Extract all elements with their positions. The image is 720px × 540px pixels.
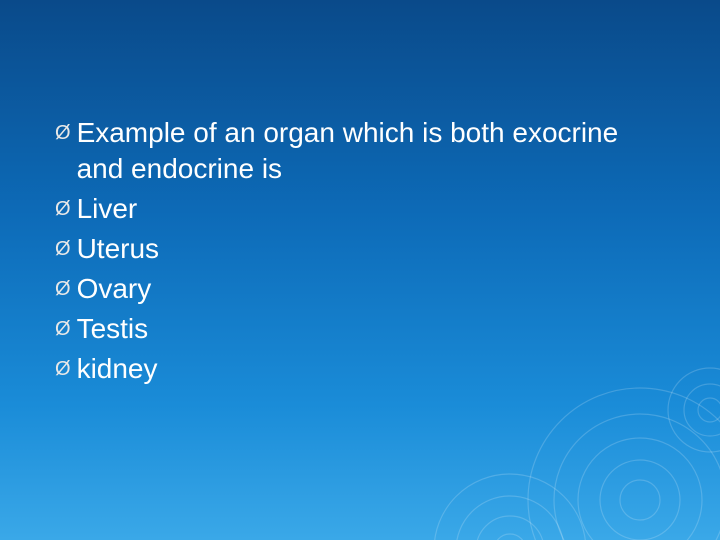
- bullet-icon: Ø: [55, 351, 71, 387]
- bullet-text: Testis: [77, 311, 149, 347]
- bullet-text: Liver: [77, 191, 138, 227]
- bullet-icon: Ø: [55, 191, 71, 227]
- list-item: Ø Ovary: [55, 271, 660, 307]
- bullet-icon: Ø: [55, 271, 71, 307]
- bullet-icon: Ø: [55, 311, 71, 347]
- list-item: Ø Example of an organ which is both exoc…: [55, 115, 660, 187]
- bullet-text: kidney: [77, 351, 158, 387]
- list-item: Ø Liver: [55, 191, 660, 227]
- bullet-text: Ovary: [77, 271, 152, 307]
- bullet-icon: Ø: [55, 115, 71, 151]
- bullet-icon: Ø: [55, 231, 71, 267]
- slide: Ø Example of an organ which is both exoc…: [0, 0, 720, 540]
- list-item: Ø kidney: [55, 351, 660, 387]
- bullet-text: Uterus: [77, 231, 159, 267]
- list-item: Ø Uterus: [55, 231, 660, 267]
- bullet-text: Example of an organ which is both exocri…: [77, 115, 660, 187]
- bullet-list: Ø Example of an organ which is both exoc…: [55, 115, 660, 391]
- list-item: Ø Testis: [55, 311, 660, 347]
